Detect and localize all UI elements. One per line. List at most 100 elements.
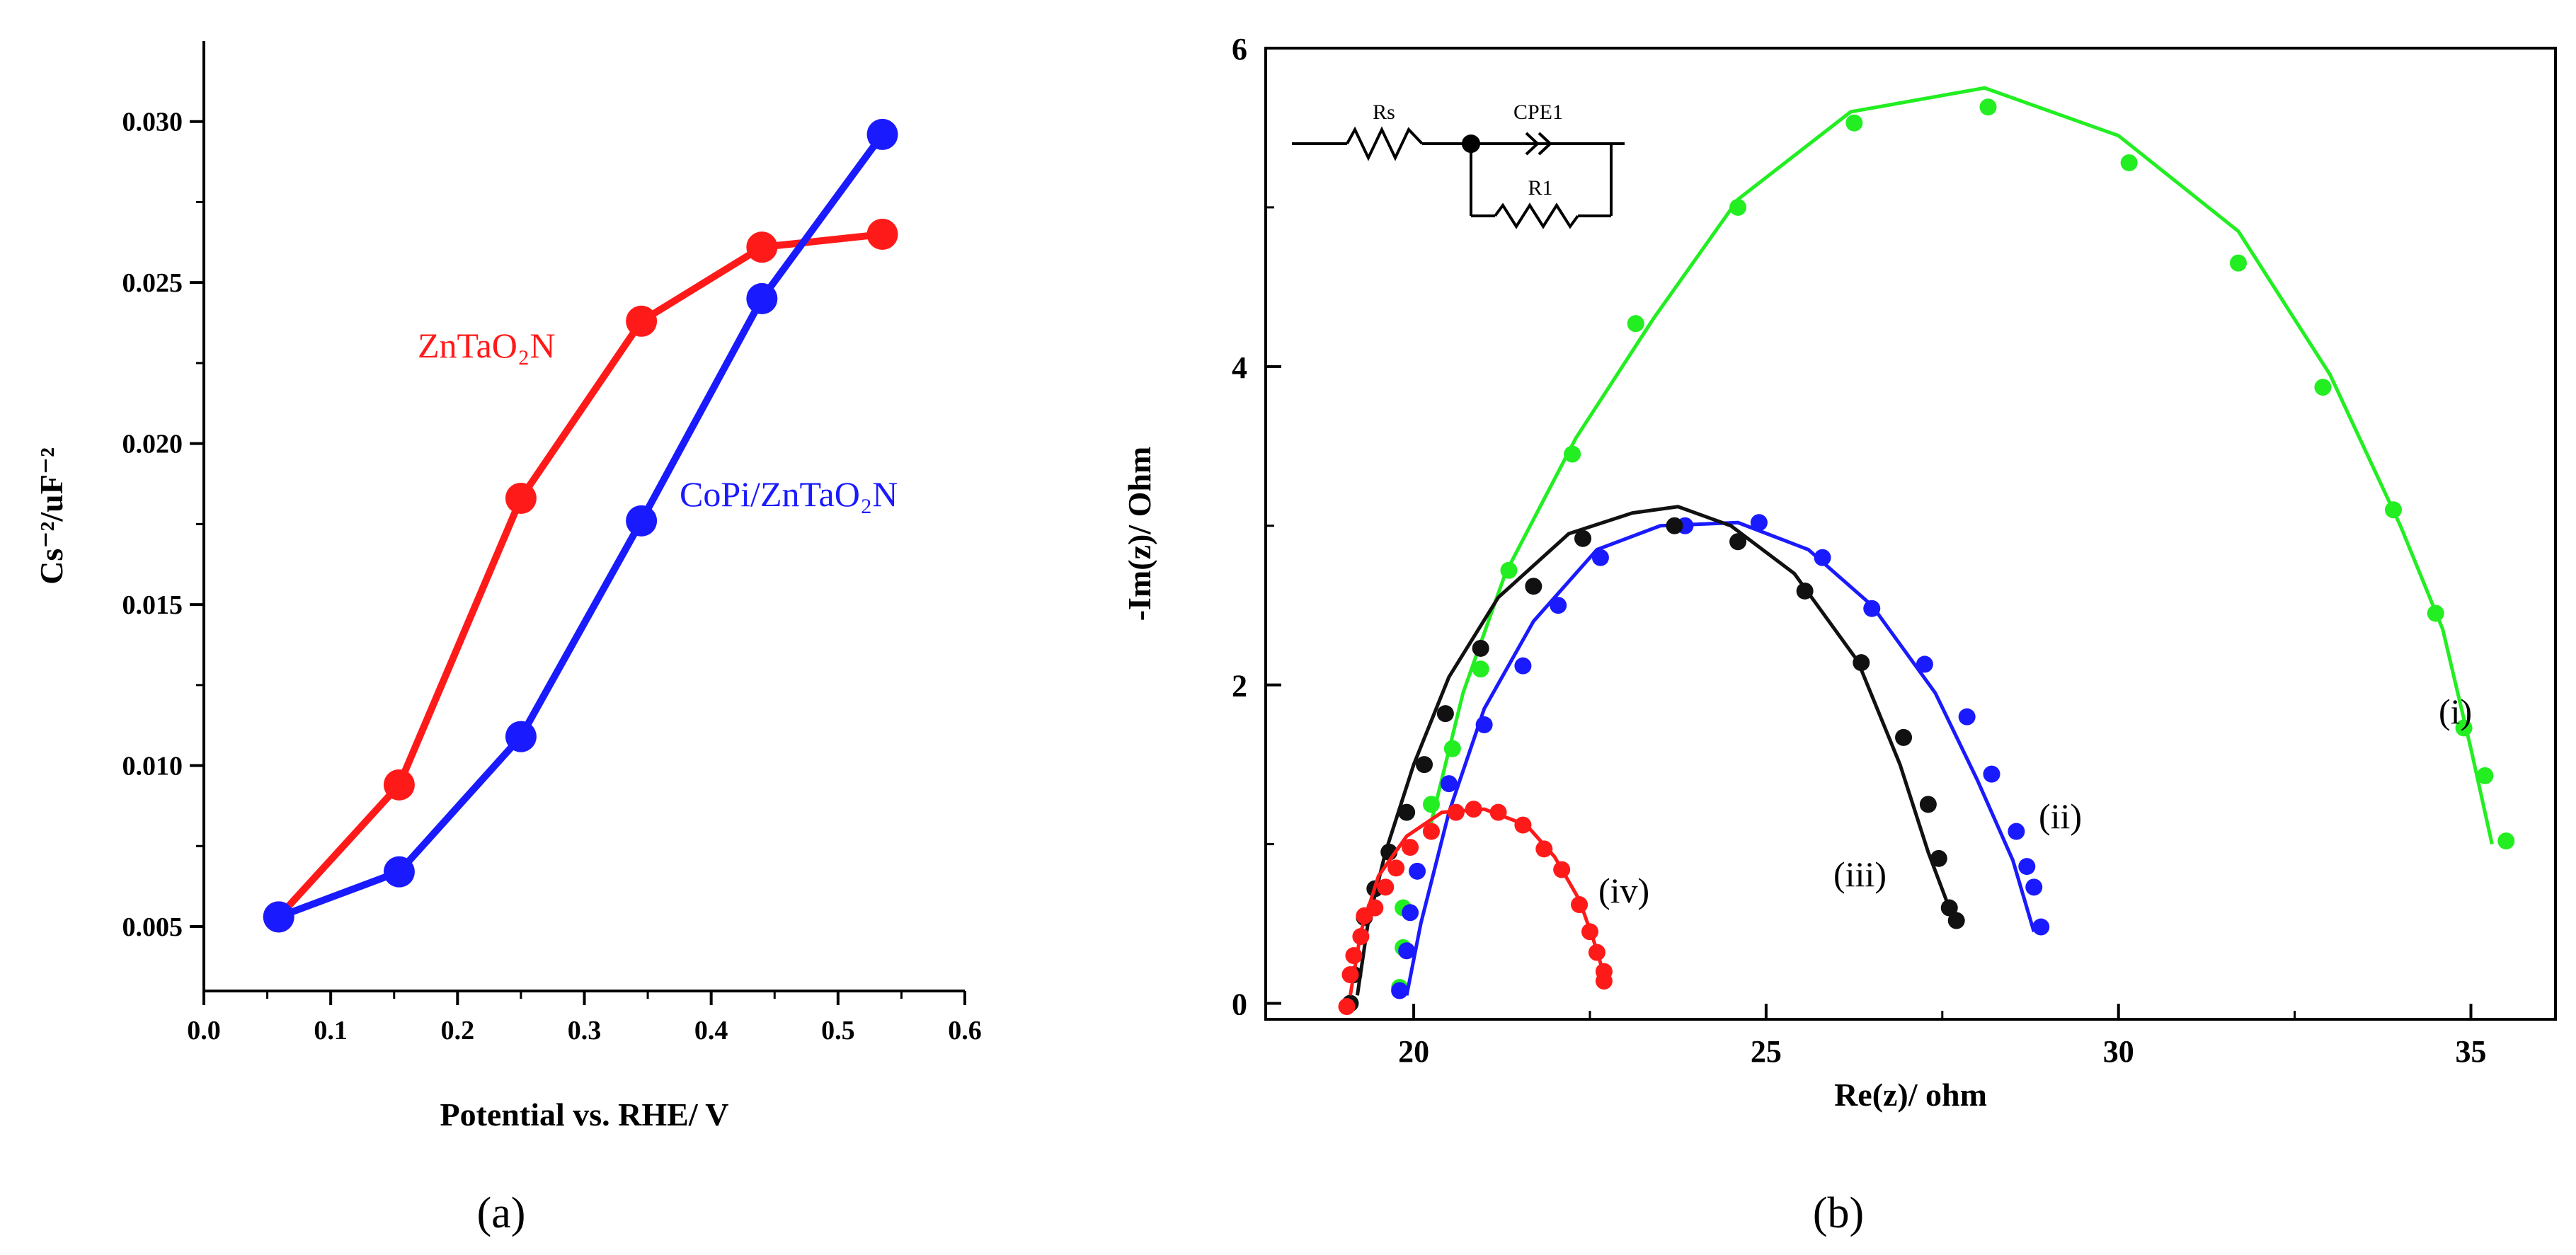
series-line-zntao2n: [276, 230, 883, 919]
data-point: [1341, 966, 1359, 984]
data-point: [505, 482, 537, 514]
data-point: [1416, 756, 1433, 774]
data-point: [2120, 154, 2138, 171]
y-tick-label: 0.005: [122, 912, 183, 942]
data-point: [1666, 517, 1683, 534]
fit-line-2: [1404, 520, 2036, 996]
x-tick-label: 0.6: [948, 1016, 982, 1045]
y-tick-label: 4: [1232, 350, 1247, 385]
data-point: [1845, 114, 1863, 132]
panel-a-chart: 0.0 0.1 0.2 0.3 0.4 0.5 0.6 0.005 0.010 0.015 0.02…: [33, 41, 982, 1133]
data-point: [746, 282, 778, 314]
fit-line-3: [1355, 505, 1959, 996]
data-point: [1514, 657, 1532, 675]
data-point: [1409, 862, 1426, 880]
data-point: [2385, 501, 2403, 519]
data-point: [746, 231, 778, 263]
circuit-label-cpe1: CPE1: [1513, 101, 1563, 124]
y-tick-label: 0.010: [122, 752, 183, 781]
series-label-1: (i): [2439, 692, 2472, 731]
data-point: [1553, 861, 1571, 878]
x-tick-label: 30: [2103, 1034, 2134, 1069]
panel-a-label: (a): [477, 1189, 526, 1237]
data-point: [2314, 379, 2332, 396]
series-label-4: (iv): [1598, 871, 1649, 910]
plot-frame-b: [1264, 47, 2557, 1021]
data-point: [1564, 445, 1581, 463]
series-label-copi-zntao2n: CoPi/ZnTaO₂N: [680, 474, 898, 514]
data-point: [2497, 832, 2515, 850]
data-point: [626, 505, 658, 537]
data-point: [2032, 918, 2050, 936]
data-point: [1863, 600, 1881, 617]
y-axis-label-b: -Im(z)/ Ohm: [1121, 447, 1157, 621]
equivalent-circuit-inset: [1292, 126, 1625, 229]
data-point: [1729, 198, 1747, 216]
y-tick-label: 0: [1232, 987, 1247, 1022]
data-point: [1489, 803, 1507, 821]
data-point: [1750, 514, 1768, 532]
data-point: [1930, 849, 1947, 867]
circuit-label-r1: R1: [1528, 176, 1552, 200]
y-tick-label: 2: [1232, 669, 1247, 704]
data-point: [2427, 604, 2444, 622]
data-point: [1472, 639, 1489, 657]
data-point: [1853, 654, 1870, 672]
data-point: [2455, 719, 2473, 737]
data-point: [1591, 549, 1609, 566]
data-point: [1422, 796, 1440, 813]
y-tick-label: 0.030: [122, 108, 183, 137]
data-point: [1535, 840, 1553, 858]
data-point: [1447, 803, 1465, 821]
series-label-2: (ii): [2039, 796, 2082, 836]
data-point: [1398, 942, 1416, 960]
series-line-copi-zntao2n: [277, 132, 886, 921]
data-point: [1525, 578, 1542, 595]
data-point: [1581, 923, 1598, 941]
data-point: [1436, 705, 1454, 723]
data-point: [1571, 896, 1588, 914]
data-point: [383, 856, 415, 888]
x-axis-label-b: Re(z)/ ohm: [1834, 1077, 1987, 1113]
x-tick-label: 0.4: [694, 1016, 728, 1045]
data-point: [1443, 740, 1461, 757]
fit-line-1: [1426, 86, 2494, 845]
data-point: [1514, 816, 1532, 834]
series-label-zntao2n: ZnTaO₂N: [418, 326, 555, 365]
panel-b-chart: 20 25 30 35 0 2 4 6 Re(z)/ ohm -Im(z)/ Ohm (i) (ii)…: [1121, 32, 2557, 1113]
data-point: [1958, 708, 1976, 726]
data-point: [1440, 775, 1458, 793]
data-point: [505, 721, 537, 752]
data-point: [1500, 561, 1518, 579]
panel-b-label: (b): [1813, 1189, 1864, 1237]
x-tick-label: 0.3: [568, 1016, 602, 1045]
data-point: [2476, 767, 2494, 784]
series-label-3: (iii): [1833, 854, 1887, 894]
data-point: [1983, 765, 2000, 783]
data-point: [1895, 728, 1913, 746]
data-point: [1916, 655, 1933, 673]
data-point: [2008, 823, 2025, 840]
data-point: [866, 218, 898, 250]
y-tick-label: 6: [1232, 32, 1247, 67]
data-point: [626, 305, 658, 337]
x-tick-label: 35: [2456, 1034, 2487, 1069]
circuit-label-rs: Rs: [1373, 101, 1395, 124]
data-point: [866, 118, 898, 150]
data-point: [1588, 944, 1605, 961]
data-point: [1422, 823, 1440, 840]
x-tick-label: 20: [1398, 1034, 1429, 1069]
data-point: [1574, 529, 1592, 547]
x-tick-label: 0.5: [821, 1016, 855, 1045]
data-point: [1366, 899, 1384, 917]
data-point: [1796, 582, 1814, 600]
y-tick-label: 0.025: [122, 268, 183, 298]
x-tick-label: 0.0: [187, 1016, 221, 1045]
data-point: [1940, 899, 1958, 917]
data-point: [2025, 878, 2043, 896]
data-point: [1919, 796, 1937, 813]
data-point: [1391, 982, 1409, 999]
data-point: [1465, 801, 1482, 818]
